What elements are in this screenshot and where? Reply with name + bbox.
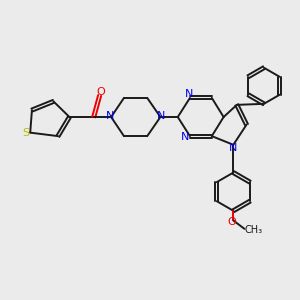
Text: CH₃: CH₃	[244, 224, 262, 235]
Text: N: N	[106, 111, 115, 121]
Text: N: N	[181, 132, 189, 142]
Text: N: N	[157, 111, 165, 121]
Text: N: N	[185, 89, 194, 99]
Text: N: N	[229, 143, 238, 153]
Text: S: S	[22, 128, 30, 138]
Text: O: O	[227, 217, 236, 227]
Text: O: O	[96, 87, 105, 97]
